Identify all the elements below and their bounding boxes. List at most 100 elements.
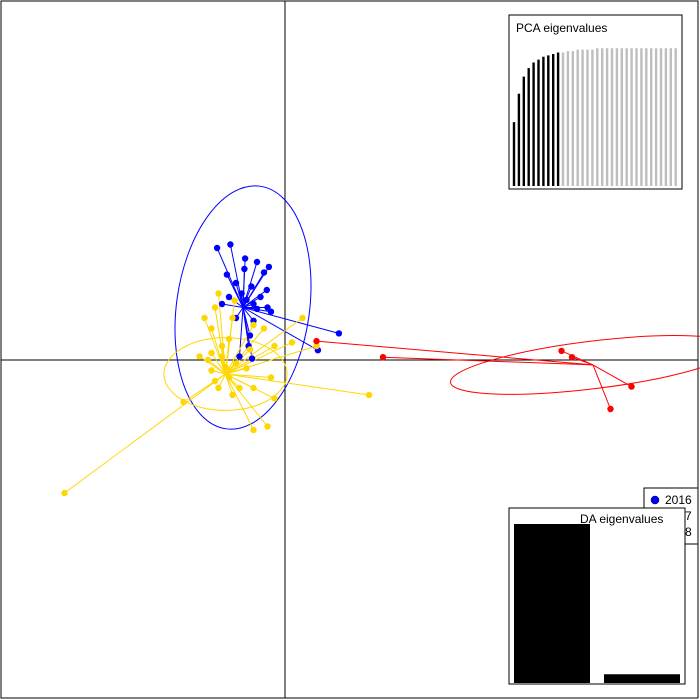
star-line-2018 [382,356,594,366]
point-2017 [229,314,236,322]
point-2017 [232,360,240,367]
point-2017 [196,353,203,360]
point-2016 [263,286,270,294]
star-line-2017 [225,328,265,375]
point-2017 [250,321,257,329]
star-line-2017 [225,342,293,375]
star-line-2017 [218,293,226,375]
pca-inset-title: PCA eigenvalues [516,21,607,35]
ellipse-2016 [174,185,312,430]
point-2017 [204,356,212,364]
point-2016 [267,308,275,315]
star-line-2017 [225,373,272,378]
point-2016 [260,269,268,276]
ellipse-2017 [163,337,288,411]
point-2017 [218,342,226,350]
da-bar [604,674,680,683]
legend-label-2016: 2016 [665,493,692,507]
point-2016 [248,283,255,290]
star-line-2017 [225,373,370,396]
da-bar [514,524,590,683]
star-line-2017 [204,317,226,375]
point-2017 [246,346,254,353]
point-2016 [225,293,233,301]
point-2016 [243,296,250,303]
point-2017 [225,374,233,381]
point-2016 [232,279,240,287]
point-2017 [243,365,250,372]
point-2017 [215,384,222,392]
point-2017 [267,374,275,381]
point-2016 [246,332,254,339]
da-eigenvalues-inset: DA eigenvalues [508,507,686,685]
point-2016 [213,244,221,252]
star-line-2016 [242,268,245,308]
point-2017 [264,423,271,430]
star-line-2017 [225,345,317,375]
star-line-2017 [225,373,275,399]
point-2017 [229,391,236,399]
star-line-2017 [214,307,226,375]
point-2017 [250,426,257,434]
pca-bars [512,48,677,186]
star-line-2018 [316,340,594,366]
point-2017 [288,339,296,346]
ellipse-2018 [450,335,700,395]
star-line-2016 [242,307,319,351]
point-2017 [271,342,278,350]
point-2016 [218,300,226,308]
point-2017 [218,353,226,360]
point-2017 [271,395,278,402]
point-2017 [250,384,257,392]
point-2017 [299,314,306,322]
point-2016 [264,304,271,311]
point-2018 [313,337,320,345]
point-2016 [241,265,248,273]
star-line-2018 [592,364,632,388]
point-2017 [222,363,229,371]
point-2017 [225,335,233,343]
da-inset-title: DA eigenvalues [580,512,663,526]
star-line-2018 [561,350,594,366]
star-line-2016 [242,307,250,347]
star-line-2017 [211,352,226,375]
da-bars [514,524,680,683]
star-line-2016 [242,307,340,334]
point-2018 [379,354,387,361]
point-2017 [208,325,215,332]
point-2017 [260,325,268,332]
point-2016 [241,255,249,262]
star-line-2016 [221,303,244,308]
point-2017 [208,349,215,357]
point-2017 [215,290,222,297]
point-2017 [211,377,219,385]
point-2016 [253,305,261,313]
point-2016 [250,300,257,308]
point-2016 [265,263,273,271]
point-2016 [227,241,234,248]
point-2016 [253,258,261,266]
point-2016 [223,271,231,278]
point-2017 [313,342,320,350]
point-2018 [558,347,565,355]
point-2016 [236,353,243,360]
point-2017 [231,297,238,304]
star-line-2017 [225,373,254,431]
point-2017 [208,367,215,374]
point-2018 [568,354,576,361]
point-2016 [335,330,343,337]
star-line-2016 [226,274,244,308]
legend-marker-2016 [650,495,660,505]
group-ellipses [163,185,700,430]
point-2017 [61,489,68,497]
star-line-2018 [592,364,611,410]
scatter-points [61,241,635,497]
point-2018 [607,405,614,413]
point-2017 [201,314,208,322]
star-line-2017 [225,373,268,427]
point-2017 [180,398,187,406]
star-line-2017 [199,356,226,375]
point-2016 [238,290,245,297]
point-2016 [248,355,256,362]
